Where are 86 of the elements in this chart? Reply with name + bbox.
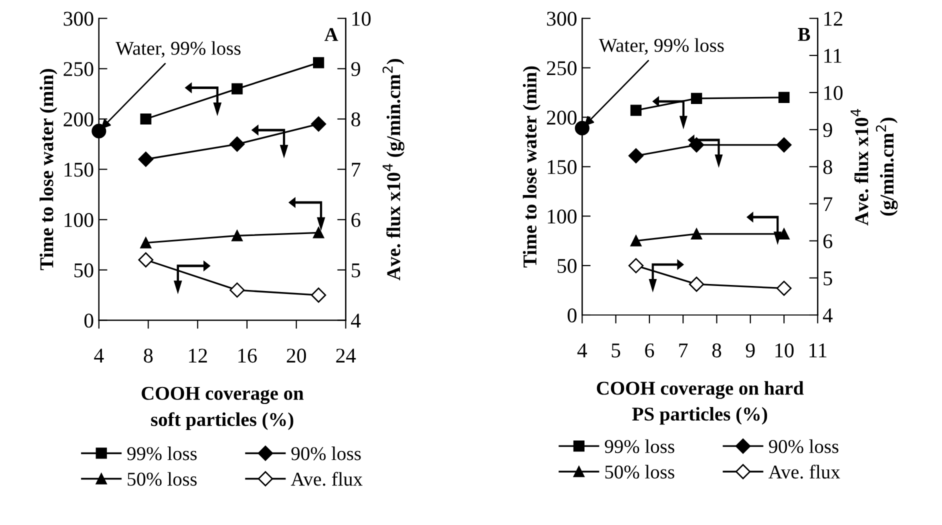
y2-tick-label: 4 (822, 308, 833, 322)
chart-title: A (324, 28, 338, 41)
x-tick-label: 4 (94, 348, 104, 362)
point (688, 276, 704, 292)
legend-label: 50% loss (605, 464, 674, 479)
y2-tick-label: 5 (824, 272, 832, 286)
x-tick-label: 12 (189, 348, 207, 362)
y2-tick-label: 10 (352, 12, 371, 26)
point (778, 92, 790, 104)
y2-tick-label: 8 (823, 160, 832, 174)
y-tick-label: 0 (568, 308, 576, 322)
point (778, 228, 790, 240)
y-tick-label: 100 (548, 210, 576, 224)
y-tick-label: 300 (64, 12, 94, 26)
x-tick-label: 16 (238, 348, 257, 363)
legend-label: 99% loss (604, 439, 674, 454)
y2-tick-label: 12 (824, 12, 842, 26)
chart-title: B (798, 28, 810, 41)
y2-tick-label: 10 (824, 86, 843, 100)
point (628, 148, 644, 164)
y2-tick-label: 11 (824, 48, 842, 63)
point (628, 258, 644, 274)
x-axis-title: COOH coverage on hard PS particles (%) (596, 381, 804, 425)
point (313, 57, 324, 68)
annotation: Water, 99% loss (116, 41, 241, 58)
point (776, 137, 792, 153)
x-tick-label: 24 (336, 348, 356, 362)
x-tick-label: 5 (612, 344, 620, 358)
point (690, 92, 702, 104)
point (232, 230, 243, 242)
point (310, 116, 326, 132)
y2-tick-label: 6 (823, 234, 832, 248)
legend-label: 90% loss (291, 446, 361, 460)
y2-axis-title: Ave. flux x10$^{4}$ (g/min.cm$^{2}$) (382, 59, 404, 280)
x-tick-label: 11 (809, 343, 826, 358)
point (776, 280, 792, 296)
legend-label: Ave. flux (768, 464, 840, 479)
y-tick-label: 150 (548, 160, 576, 174)
point (630, 104, 642, 116)
x-axis-title: COOH coverage on soft particles (%) (142, 386, 304, 430)
y2-tick-label: 5 (352, 264, 360, 278)
point (630, 235, 642, 246)
y-tick-label: 200 (64, 112, 94, 126)
point (138, 252, 154, 268)
x-tick-label: 8 (712, 343, 722, 358)
text: Ave. flux x10$^{4}$ (g/min.cm$^{2}$) (850, 109, 898, 226)
point (232, 83, 243, 94)
point (140, 113, 152, 125)
y-axis-title: Time to lose water (min) (522, 66, 540, 268)
y-tick-label: 100 (64, 213, 94, 228)
y-tick-label: 200 (546, 110, 576, 125)
y-axis-title: Time to lose water (min) (40, 68, 58, 270)
legend-label: 99% loss (127, 446, 197, 460)
y2-tick-label: 7 (824, 197, 832, 211)
x-tick-label: 7 (679, 344, 688, 358)
y2-tick-label: 9 (823, 123, 832, 138)
y-tick-label: 50 (74, 263, 94, 278)
y2-tick-label: 7 (352, 162, 360, 177)
x-tick-label: 10 (775, 343, 794, 358)
point (310, 288, 326, 303)
y-tick-label: 0 (84, 314, 94, 328)
y-tick-label: 50 (558, 258, 576, 273)
point (313, 227, 324, 238)
y-tick-label: 250 (546, 61, 576, 76)
x-tick-label: 4 (577, 344, 588, 358)
point (688, 137, 704, 153)
point (138, 152, 154, 167)
y2-tick-label: 8 (351, 112, 360, 126)
y2-tick-label: 6 (351, 213, 360, 228)
point (140, 237, 152, 248)
legend-label: Ave. flux (290, 472, 362, 486)
y-tick-label: 300 (547, 12, 576, 26)
x-tick-label: 6 (645, 343, 654, 358)
point (230, 136, 245, 152)
y2-tick-label: 4 (350, 314, 361, 328)
y-tick-label: 150 (64, 162, 94, 177)
point (230, 282, 245, 298)
legend-label: 90% loss (768, 439, 838, 454)
legend-label: 50% loss (128, 472, 197, 486)
y-tick-label: 250 (64, 62, 94, 76)
x-tick-label: 20 (286, 348, 306, 363)
point (690, 228, 702, 240)
annotation: Water, 99% loss (598, 38, 724, 55)
x-tick-label: 8 (144, 348, 153, 363)
x-tick-label: 9 (746, 343, 755, 358)
y2-tick-label: 9 (351, 62, 360, 76)
